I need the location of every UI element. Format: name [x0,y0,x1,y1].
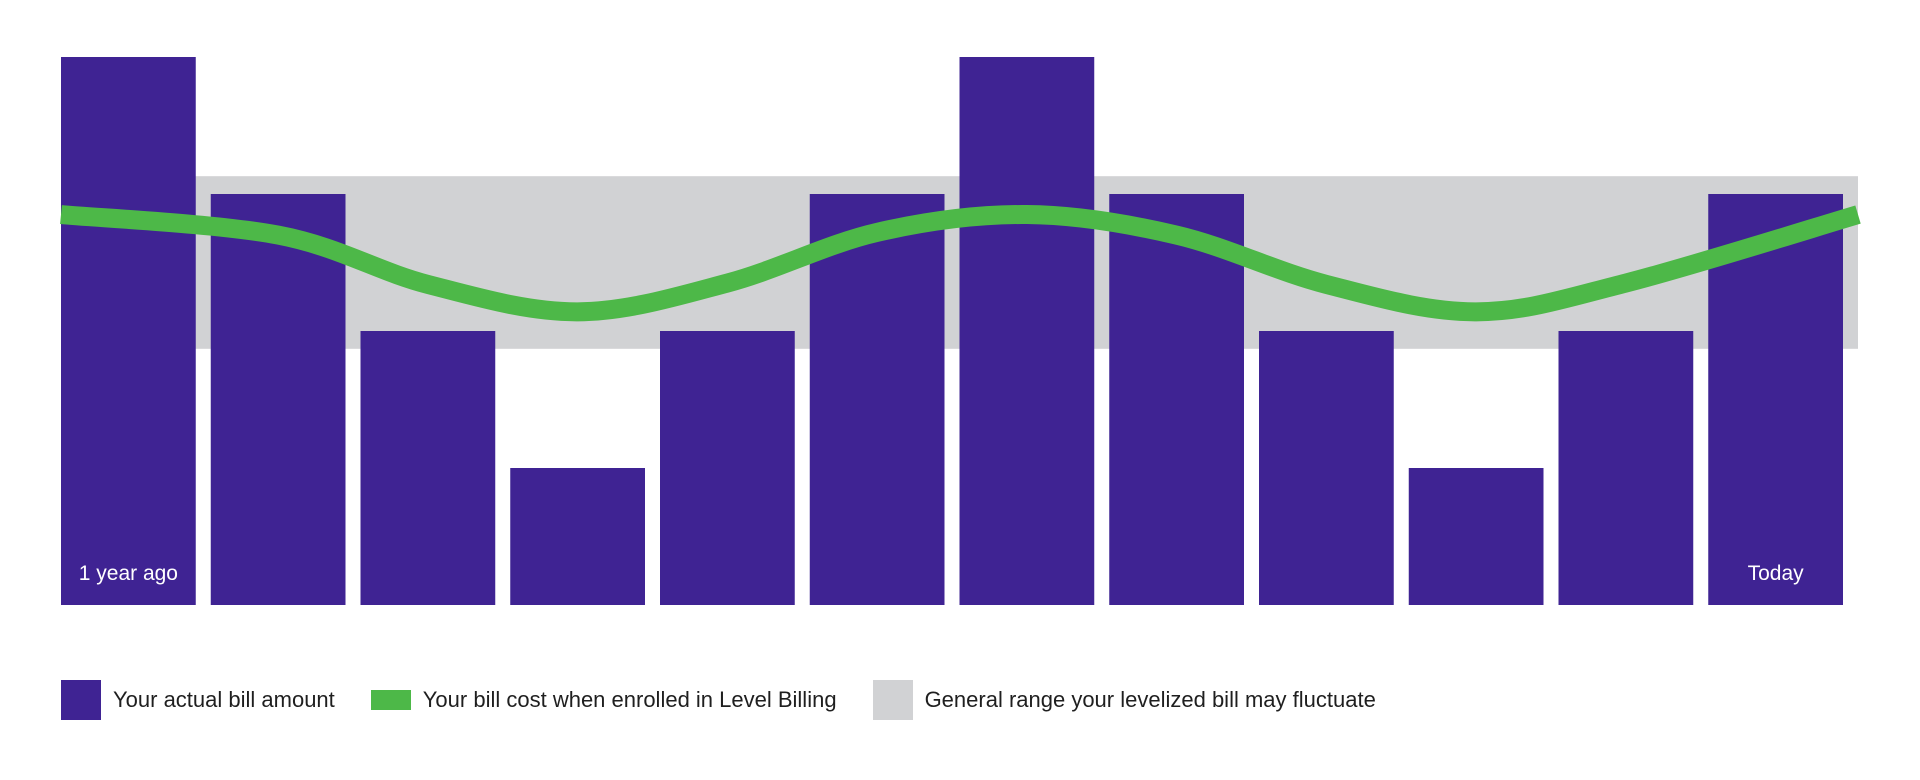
bar-4 [510,468,645,605]
legend: Your actual bill amount Your bill cost w… [61,680,1412,720]
bar-8 [1109,194,1244,605]
legend-swatch-band [872,680,913,720]
bar-7 [959,57,1095,605]
legend-item-band: General range your levelized bill may fl… [872,680,1376,720]
bill-chart: 1 year ago Today [60,57,1861,605]
legend-label-bar: Your actual bill amount [113,687,335,712]
bar-1 [61,57,196,605]
bar-10 [1408,468,1544,605]
legend-item-bar: Your actual bill amount [61,680,335,720]
level-billing-line [60,205,1861,322]
bar-6 [809,194,945,605]
bar-9 [1259,331,1394,605]
x-label-last: Today [1748,562,1805,585]
bar-2 [210,194,346,605]
bar-11 [1558,331,1694,605]
bar-3 [360,331,496,605]
legend-item-line: Your bill cost when enrolled in Level Bi… [370,687,837,713]
bar-series [61,57,1843,605]
x-label-first: 1 year ago [79,562,178,585]
bar-5 [660,331,795,605]
legend-label-line: Your bill cost when enrolled in Level Bi… [422,687,837,712]
legend-swatch-line [370,690,411,710]
legend-label-band: General range your levelized bill may fl… [924,687,1376,712]
legend-swatch-bar [61,680,101,720]
